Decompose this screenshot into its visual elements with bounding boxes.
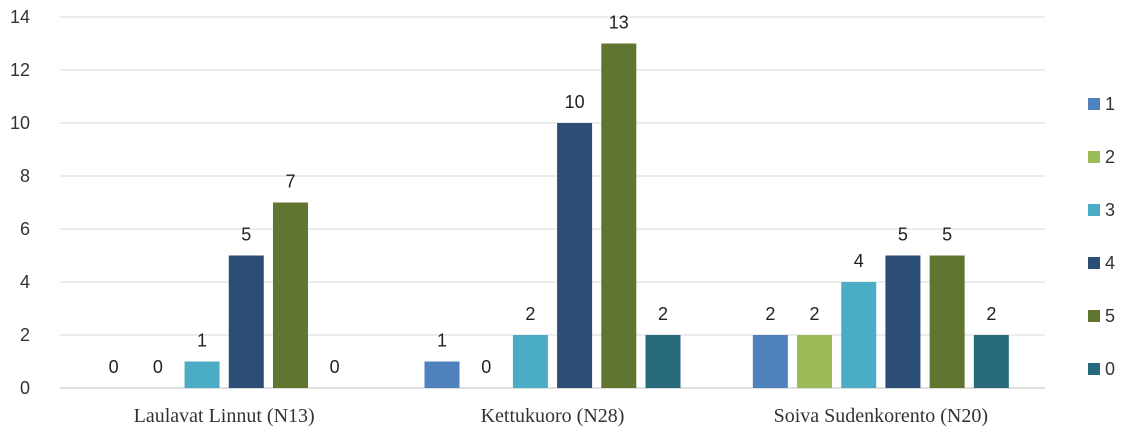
data-label: 0	[109, 357, 119, 377]
legend-label: 3	[1105, 200, 1115, 220]
y-tick-label: 4	[20, 272, 30, 292]
data-label: 1	[197, 331, 207, 351]
bar-series-3-cat-2	[841, 282, 877, 388]
y-tick-label: 0	[20, 378, 30, 398]
bar-series-3-cat-1	[512, 335, 548, 388]
data-label: 2	[658, 304, 668, 324]
bars	[184, 43, 1009, 388]
y-tick-label: 12	[10, 60, 30, 80]
bar-series-5-cat-2	[929, 255, 965, 388]
data-label: 5	[942, 225, 952, 245]
legend-swatch	[1088, 310, 1100, 322]
x-category-label: Laulavat Linnut (N13)	[134, 405, 315, 427]
bar-series-4-cat-0	[228, 255, 264, 388]
y-tick-label: 14	[10, 7, 30, 27]
data-label: 0	[330, 357, 340, 377]
bar-series-2-cat-2	[797, 335, 833, 388]
legend-swatch	[1088, 363, 1100, 375]
legend-label: 1	[1105, 94, 1115, 114]
x-category-label: Kettukuoro (N28)	[481, 405, 625, 427]
x-axis-category-labels: Laulavat Linnut (N13) Kettukuoro (N28) Soi…	[134, 405, 988, 427]
data-label: 2	[986, 304, 996, 324]
y-tick-label: 10	[10, 113, 30, 133]
bar-series-4-cat-1	[557, 123, 593, 388]
legend-swatch	[1088, 257, 1100, 269]
legend-swatch	[1088, 204, 1100, 216]
data-label: 2	[765, 304, 775, 324]
bar-series-1-cat-2	[752, 335, 788, 388]
legend-swatch	[1088, 151, 1100, 163]
data-label: 5	[898, 225, 908, 245]
data-label: 2	[810, 304, 820, 324]
data-label: 5	[241, 225, 251, 245]
y-tick-label: 2	[20, 325, 30, 345]
data-label: 2	[525, 304, 535, 324]
bar-series-0-cat-1	[645, 335, 681, 388]
data-label: 0	[153, 357, 163, 377]
legend-swatch	[1088, 98, 1100, 110]
data-label: 10	[565, 92, 585, 112]
y-axis-tick-labels: 0 2 4 6 8 10 12 14	[10, 7, 30, 398]
data-label: 4	[854, 251, 864, 271]
data-label: 0	[481, 357, 491, 377]
legend-label: 4	[1105, 253, 1115, 273]
bar-series-4-cat-2	[885, 255, 921, 388]
data-label: 13	[609, 13, 629, 33]
bar-series-3-cat-0	[184, 361, 220, 388]
gridlines	[60, 16, 1045, 389]
x-category-label: Soiva Sudenkorento (N20)	[774, 405, 988, 427]
data-label: 7	[285, 172, 295, 192]
data-label: 1	[437, 331, 447, 351]
legend-label: 5	[1105, 306, 1115, 326]
bar-series-5-cat-1	[601, 43, 637, 388]
y-tick-label: 6	[20, 219, 30, 239]
bar-series-5-cat-0	[272, 202, 308, 388]
bar-series-0-cat-2	[973, 335, 1009, 388]
legend-label: 0	[1105, 359, 1115, 379]
legend: 1 2 3 4 5 0	[1088, 94, 1115, 379]
legend-label: 2	[1105, 147, 1115, 167]
y-tick-label: 8	[20, 166, 30, 186]
bar-series-1-cat-1	[424, 361, 460, 388]
